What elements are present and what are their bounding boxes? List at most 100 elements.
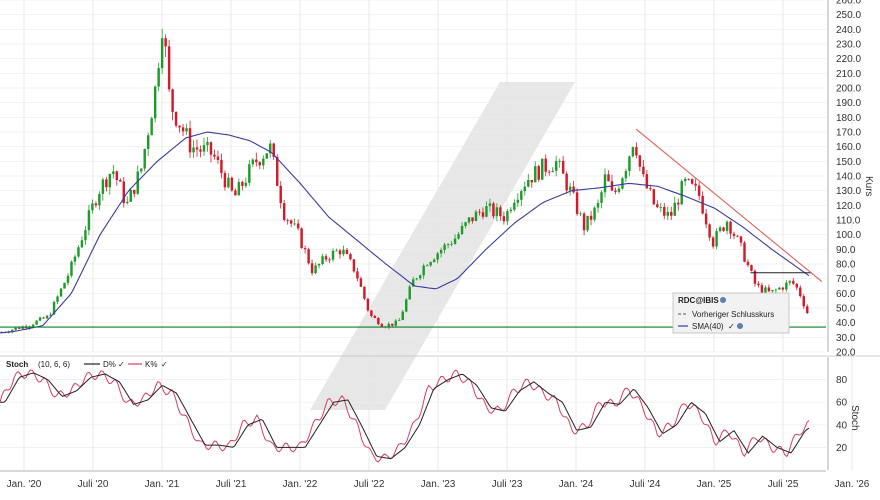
candle-body — [670, 211, 673, 216]
candle-body — [328, 259, 331, 261]
stoch-title: Stoch — [6, 360, 28, 369]
candle-body — [227, 177, 230, 188]
sma-line — [0, 131, 810, 334]
price-tick-label: 20.0 — [836, 348, 856, 359]
candle-body — [432, 259, 436, 263]
price-axis: 20.0 30.0 40.0 50.0 60.0 70.0 80.0 90.0 100.0 110… — [827, 0, 874, 359]
candle-body — [178, 125, 181, 128]
candle-body — [105, 179, 108, 188]
price-legend: RDC@IBIS Vorheriger Schlusskurs SMA(40) … — [672, 292, 790, 334]
candle-body — [701, 195, 704, 214]
time-tick-label: Juli '20 — [78, 479, 109, 490]
candle-body — [554, 161, 558, 171]
candle-body — [77, 247, 80, 257]
candle-body — [722, 227, 725, 231]
price-axis-title: Kurs — [863, 176, 874, 197]
candle-body — [126, 201, 129, 204]
candle-body — [230, 177, 234, 191]
candle-body — [467, 217, 471, 223]
price-tick-label: 250.0 — [836, 10, 861, 21]
time-tick-label: Juli '21 — [216, 479, 247, 490]
candle-body — [157, 68, 160, 87]
candle-body — [255, 159, 258, 163]
candle-body — [391, 323, 394, 326]
candle-body — [38, 317, 42, 321]
candle-body — [666, 211, 669, 216]
candle-body — [129, 189, 132, 202]
stoch-d-line — [0, 372, 810, 460]
candle-body — [349, 254, 352, 260]
stoch-axis-title: Stoch — [849, 405, 860, 431]
candle-body — [485, 206, 488, 217]
candle-body — [774, 289, 778, 291]
info-icon[interactable] — [720, 297, 726, 303]
candle-body — [300, 228, 303, 249]
candle-body — [335, 250, 338, 252]
candle-body — [98, 193, 101, 206]
stoch-k-check[interactable]: ✓ — [161, 360, 168, 369]
watermark-logo — [310, 82, 575, 410]
candle-body — [10, 329, 14, 333]
candle-body — [66, 275, 70, 283]
stoch-tick-label: 20 — [836, 443, 848, 454]
time-tick-label: Jan. '21 — [145, 479, 180, 490]
candle-body — [575, 192, 579, 214]
trend-line — [635, 128, 823, 283]
candle-body — [206, 142, 209, 146]
candle-body — [119, 180, 122, 182]
candle-body — [785, 282, 788, 290]
info-icon[interactable] — [737, 323, 743, 329]
price-plot — [0, 28, 826, 334]
candle-body — [411, 279, 415, 287]
candle-body — [160, 38, 164, 69]
candle-body — [282, 203, 286, 220]
candle-body — [753, 270, 757, 284]
candle-body — [418, 275, 422, 279]
candle-body — [195, 147, 199, 150]
candle-body — [101, 179, 105, 194]
candle-body — [387, 323, 391, 328]
price-tick-label: 90.0 — [836, 245, 856, 256]
candle-body — [70, 261, 73, 276]
candle-body — [35, 320, 38, 325]
candle-body — [415, 278, 418, 280]
candle-body — [108, 174, 112, 188]
candle-body — [725, 221, 729, 231]
candle-body — [405, 299, 408, 312]
candle-body — [422, 265, 425, 276]
candle-body — [708, 224, 711, 238]
candle-body — [133, 189, 136, 194]
price-tick-label: 60.0 — [836, 289, 856, 300]
stoch-d-check[interactable]: ✓ — [118, 360, 125, 369]
stoch-axis: 20 40 60 80 Stoch — [827, 357, 860, 470]
candle-body — [289, 220, 293, 224]
candle-body — [541, 158, 544, 180]
candle-body — [188, 128, 192, 153]
candle-body — [624, 170, 628, 179]
legend-sma-check[interactable]: ✓ — [728, 322, 735, 331]
candle-body — [91, 203, 94, 211]
candle-body — [757, 283, 760, 286]
candle-body — [262, 158, 265, 166]
candle-body — [279, 185, 282, 204]
candle-body — [167, 46, 171, 90]
candle-body — [94, 203, 98, 206]
candle-body — [363, 286, 366, 299]
candle-body — [478, 211, 481, 213]
candle-body — [181, 127, 185, 132]
candle-body — [234, 190, 237, 196]
candle-body — [220, 159, 223, 174]
price-tick-label: 220.0 — [836, 54, 861, 65]
price-tick-label: 110.0 — [836, 216, 861, 227]
candle-body — [42, 317, 45, 319]
candle-body — [373, 315, 377, 319]
time-tick-label: Juli '24 — [630, 479, 661, 490]
candle-body — [223, 173, 227, 188]
candle-body — [663, 206, 666, 216]
candle-body — [258, 162, 262, 166]
candle-body — [492, 203, 495, 217]
candle-body — [84, 230, 87, 241]
candle-body — [471, 217, 474, 222]
